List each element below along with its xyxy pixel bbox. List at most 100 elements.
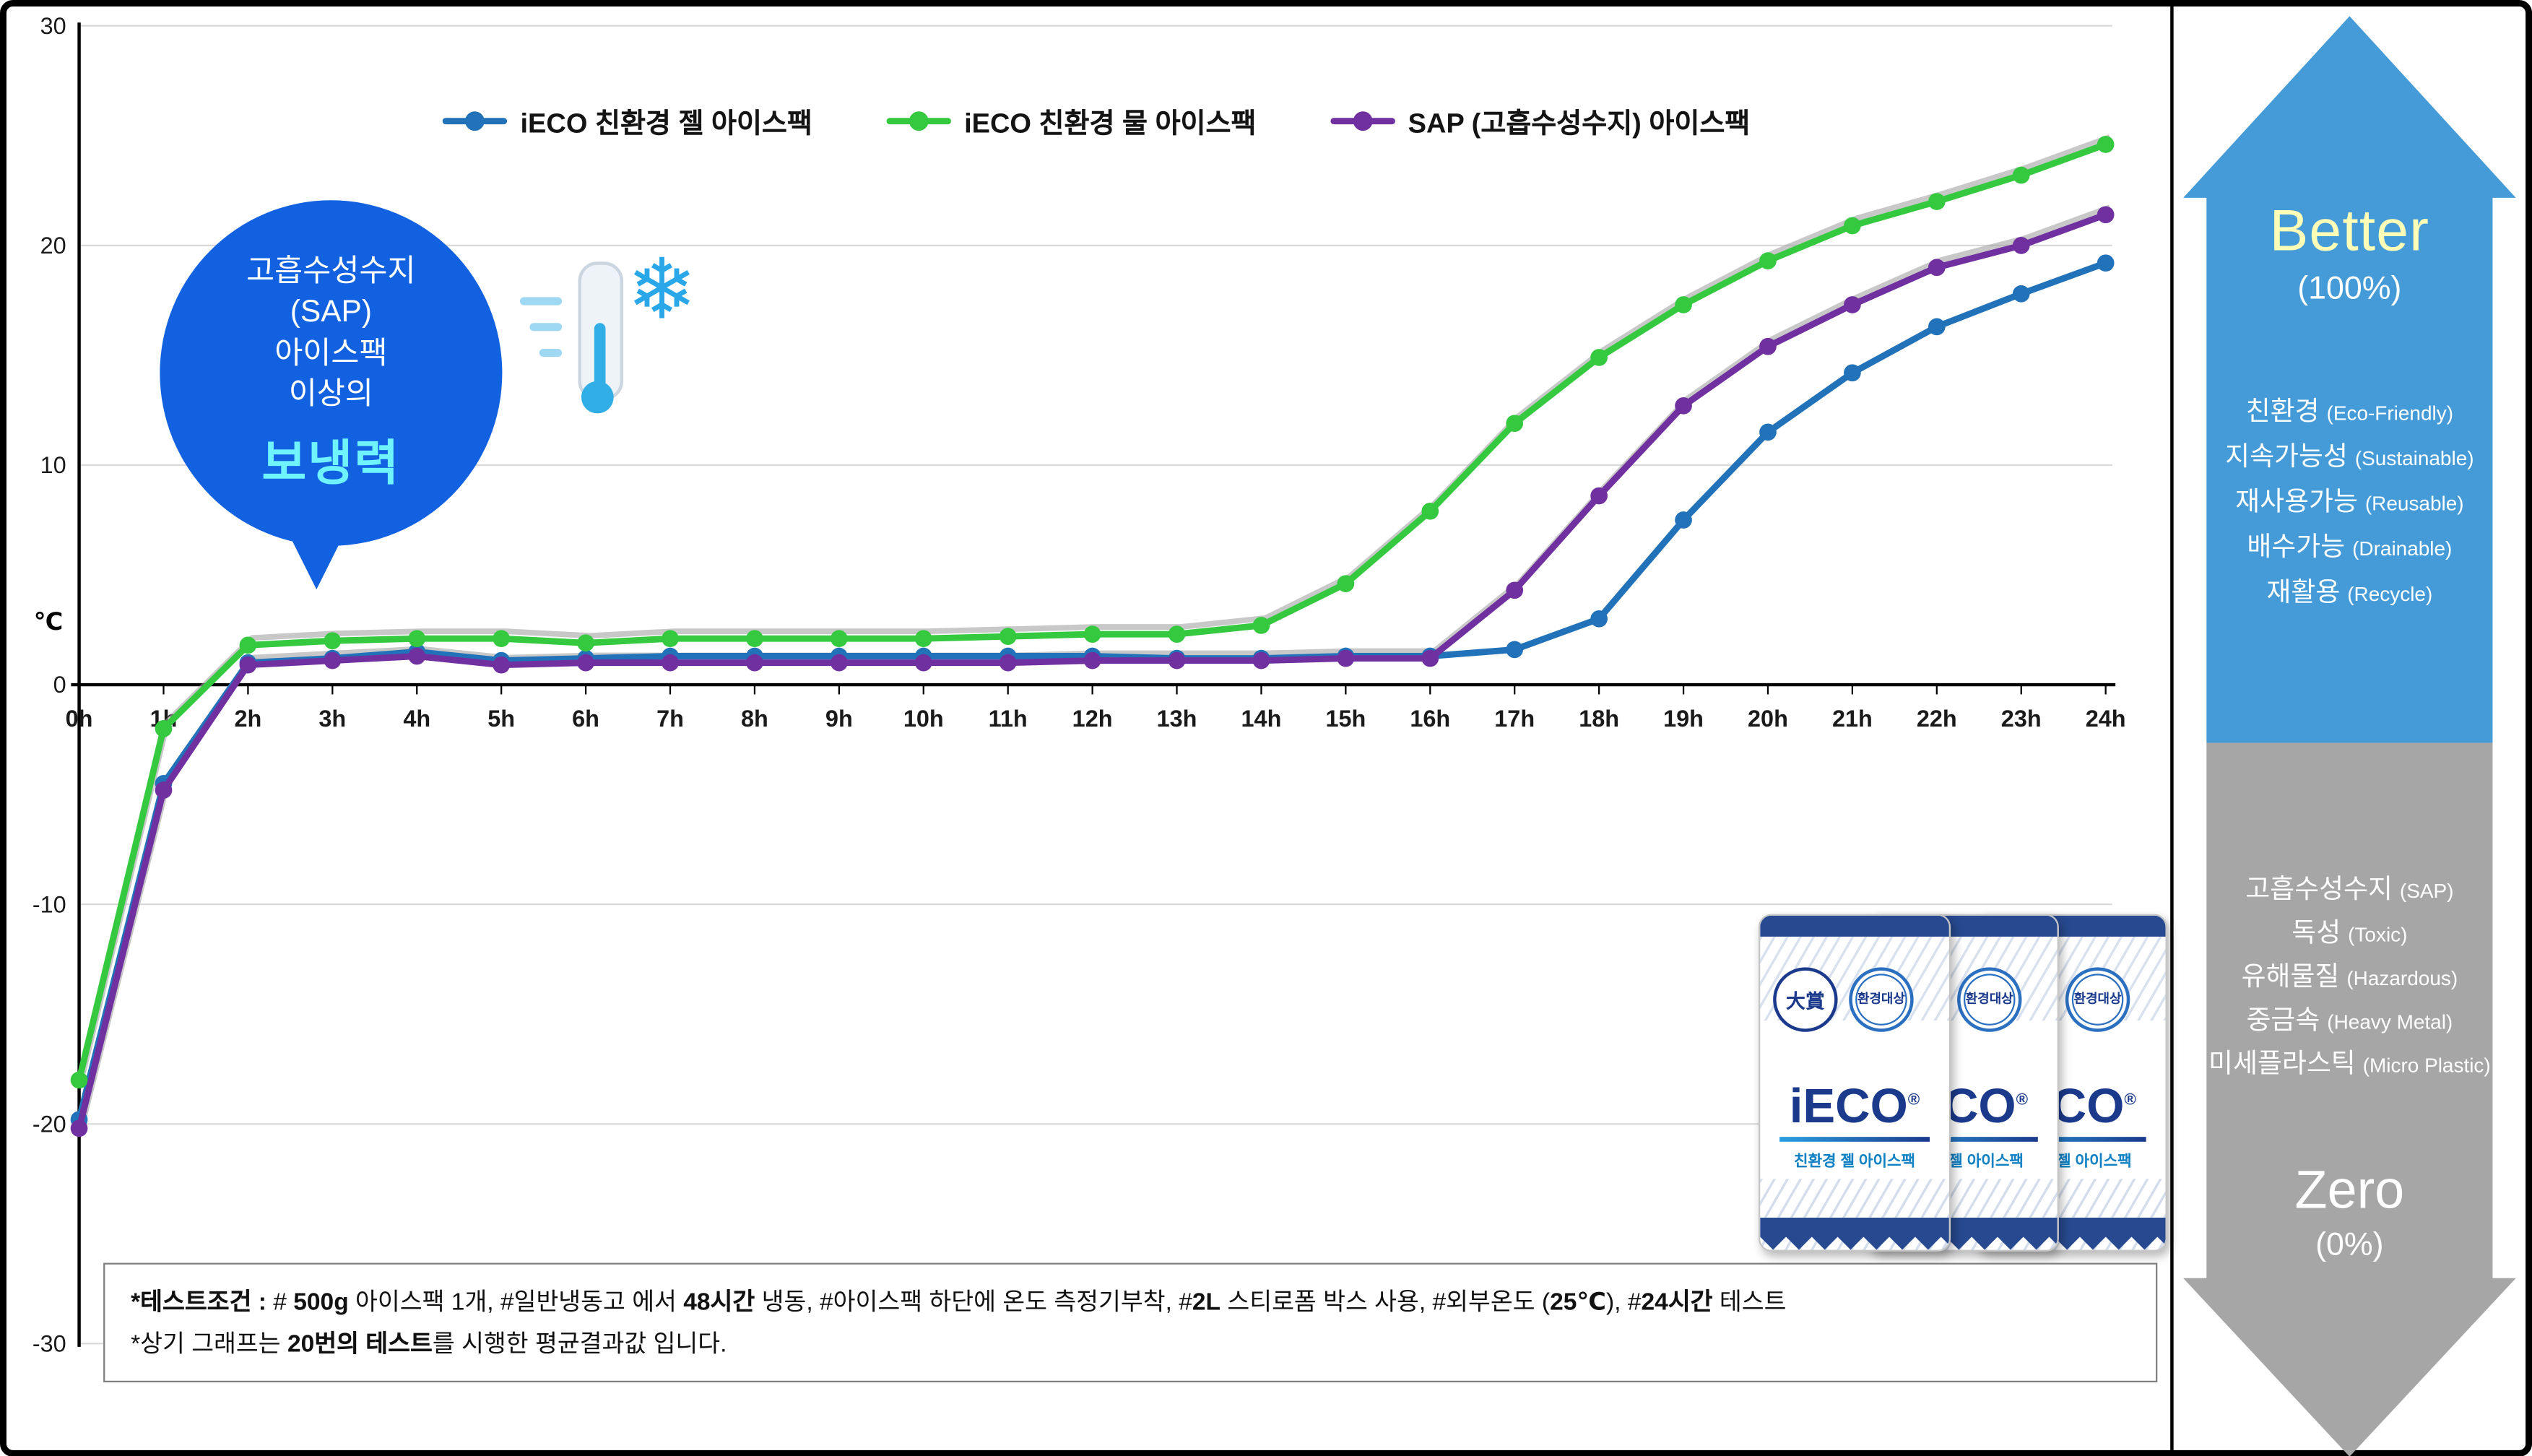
data-point — [2012, 285, 2030, 303]
x-tick-label: 8h — [741, 706, 768, 732]
test-conditions-line1: *테스트조건 : # 500g 아이스팩 1개, #일반냉동고 에서 48시간 … — [131, 1288, 1787, 1317]
data-point — [662, 630, 679, 648]
better-item: 재활용 (Recycle) — [2266, 578, 2433, 607]
data-point — [493, 656, 511, 674]
data-point — [408, 647, 426, 665]
series-1 — [70, 136, 2115, 1089]
data-point — [239, 636, 257, 654]
logo-underline — [1887, 1137, 2038, 1142]
data-point — [1252, 617, 1270, 634]
zero-item: 고흡수성수지 (SAP) — [2245, 875, 2454, 905]
cooling-icon-group: ❄ — [519, 248, 730, 451]
data-point — [324, 651, 342, 670]
y-tick-label: -10 — [32, 891, 66, 917]
zero-item: 중금속 (Heavy Metal) — [2246, 1006, 2453, 1036]
data-point — [999, 628, 1017, 646]
data-point — [2097, 206, 2115, 224]
pouch-zigzag — [1760, 1217, 1949, 1250]
x-tick-label: 13h — [1157, 706, 1197, 732]
data-point — [1928, 318, 1946, 336]
logo-underline — [1779, 1137, 1930, 1142]
series-2 — [70, 206, 2115, 1138]
data-point — [1844, 217, 1861, 235]
better-item: 배수가능 (Drainable) — [2247, 532, 2453, 563]
data-point — [1506, 581, 1524, 599]
data-point — [1506, 641, 1524, 659]
data-point — [1675, 511, 1692, 529]
data-point — [1421, 649, 1439, 667]
data-point — [1168, 651, 1186, 670]
x-tick-label: 5h — [487, 706, 515, 732]
callout-text: 이상의 — [288, 377, 374, 412]
grand-prize-badge: 大賞 — [1773, 967, 1838, 1032]
data-point — [70, 1119, 88, 1138]
x-tick-label: 9h — [825, 706, 853, 732]
y-tick-label: 0 — [53, 672, 66, 698]
data-point — [1083, 651, 1101, 670]
x-tick-label: 17h — [1494, 706, 1535, 732]
zero-items: 고흡수성수지 (SAP) 독성 (Toxic) 유해물질 (Hazardous)… — [2183, 869, 2516, 1087]
data-point — [493, 630, 511, 648]
legend-label: iECO 친환경 물 아이스팩 — [964, 108, 1257, 139]
data-point — [830, 654, 848, 672]
data-point — [1928, 259, 1946, 277]
data-point — [1337, 575, 1355, 593]
x-tick-label: 15h — [1325, 706, 1366, 732]
legend-item-0: iECO 친환경 젤 아이스팩 — [443, 100, 812, 141]
x-tick-label: 6h — [572, 706, 599, 732]
data-point — [2097, 136, 2115, 153]
product-name: 친환경 젤 아이스팩 — [1793, 1153, 1916, 1171]
legend-marker — [886, 110, 952, 130]
data-point — [1590, 349, 1608, 366]
data-point — [830, 630, 848, 648]
data-point — [1844, 296, 1861, 313]
better-item: 재사용가능 (Reusable) — [2235, 488, 2464, 517]
cold-wave-icon — [529, 323, 563, 332]
zero-item: 미세플라스틱 (Micro Plastic) — [2208, 1049, 2491, 1079]
data-point — [1759, 423, 1777, 441]
data-point — [1675, 397, 1692, 415]
legend-label: iECO 친환경 젤 아이스팩 — [520, 108, 812, 139]
x-tick-label: 0h — [66, 706, 93, 732]
data-point — [662, 654, 679, 672]
y-tick-label: 20 — [40, 233, 66, 259]
data-point — [2012, 166, 2030, 184]
y-tick-label: 10 — [40, 452, 66, 478]
thermometer-bulb — [581, 381, 614, 414]
y-axis-unit: ℃ — [34, 609, 64, 636]
data-point — [1168, 625, 1186, 643]
test-conditions-line2: *상기 그래프는 20번의 테스트를 시행한 평균결과값 입니다. — [131, 1331, 727, 1359]
data-point — [577, 654, 594, 672]
data-point — [577, 634, 594, 652]
better-items: 친환경 (Eco-Friendly) 지속가능성 (Sustainable) 재… — [2183, 391, 2516, 617]
eco-award-badge: 환경대상 — [1849, 967, 1914, 1032]
data-point — [1421, 502, 1439, 520]
data-point — [1759, 252, 1777, 270]
data-point — [914, 654, 932, 672]
zero-title: Zero — [2294, 1159, 2405, 1220]
x-tick-label: 20h — [1748, 706, 1788, 732]
x-tick-label: 24h — [2086, 706, 2126, 732]
x-tick-label: 12h — [1072, 706, 1113, 732]
data-point — [1506, 415, 1524, 433]
panel-divider — [2170, 6, 2174, 1450]
x-tick-label: 4h — [403, 706, 430, 732]
y-tick-label: -20 — [32, 1111, 66, 1137]
data-point — [1675, 296, 1692, 313]
y-tick-label: -30 — [32, 1331, 66, 1357]
legend-item-1: iECO 친환경 물 아이스팩 — [886, 100, 1257, 141]
cold-wave-icon — [539, 348, 563, 358]
legend-marker — [1330, 110, 1395, 130]
zero-percentage: (0%) — [2315, 1227, 2384, 1263]
x-tick-label: 11h — [989, 706, 1028, 732]
data-point — [408, 630, 426, 648]
callout-tail — [289, 534, 344, 590]
callout-text: 고흡수성수지 — [246, 256, 416, 290]
better-item: 지속가능성 (Sustainable) — [2225, 442, 2474, 472]
thermometer-tube — [594, 323, 606, 391]
data-point — [746, 654, 763, 672]
better-percentage: (100%) — [2297, 271, 2402, 307]
x-tick-label: 21h — [1832, 706, 1873, 732]
x-tick-label: 14h — [1241, 706, 1282, 732]
data-point — [1759, 337, 1777, 355]
